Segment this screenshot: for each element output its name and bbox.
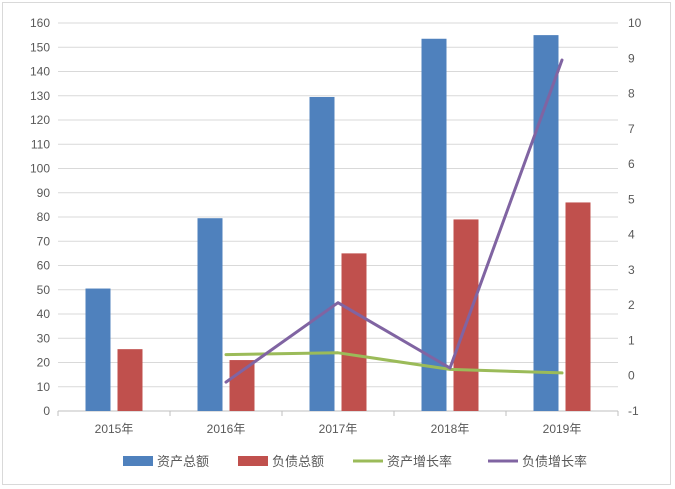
right-axis-tick-label: 0 xyxy=(628,369,635,383)
left-axis-tick-label: 70 xyxy=(37,234,51,248)
right-axis-tick-label: 7 xyxy=(628,122,635,136)
liability-total-bar xyxy=(565,202,591,411)
asset-total-bar xyxy=(533,35,559,411)
right-axis-tick-label: 10 xyxy=(628,16,642,30)
left-axis-tick-label: 50 xyxy=(37,283,51,297)
liability-growth-line xyxy=(224,58,564,384)
right-axis-tick-label: 9 xyxy=(628,51,635,65)
right-axis-tick-label: 8 xyxy=(628,87,635,101)
left-axis-tick-label: 160 xyxy=(30,16,50,30)
left-axis-tick-label: 120 xyxy=(30,113,50,127)
left-axis-tick-label: 20 xyxy=(37,356,51,370)
right-axis-tick-label: 3 xyxy=(628,263,635,277)
right-axis-tick-label: 6 xyxy=(628,157,635,171)
right-axis-tick-label: 5 xyxy=(628,192,635,206)
left-axis-tick-label: 110 xyxy=(31,137,50,151)
x-axis-tick-label: 2019年 xyxy=(543,422,582,436)
liability-total-bar xyxy=(341,253,367,411)
left-axis-tick-label: 10 xyxy=(37,380,51,394)
legend-swatch xyxy=(123,456,153,466)
right-axis-tick-label: -1 xyxy=(628,404,639,418)
left-axis-tick-label: 150 xyxy=(30,40,50,54)
left-axis-tick-label: 30 xyxy=(37,331,51,345)
liability-total-bar xyxy=(453,219,479,411)
asset-total-bar xyxy=(85,288,111,411)
x-axis-tick-label: 2017年 xyxy=(319,422,358,436)
asset-total-bar xyxy=(421,38,447,411)
x-axis-tick-label: 2018年 xyxy=(431,422,470,436)
left-axis-tick-label: 80 xyxy=(37,210,51,224)
right-axis-tick-label: 4 xyxy=(628,228,635,242)
left-axis-tick-label: 130 xyxy=(30,89,50,103)
left-axis-tick-label: 100 xyxy=(30,162,50,176)
left-axis-tick-label: 40 xyxy=(37,307,51,321)
left-axis-tick-label: 90 xyxy=(37,186,51,200)
liability-total-bar xyxy=(117,349,143,411)
right-axis-tick-label: 1 xyxy=(628,333,635,347)
left-axis-tick-label: 0 xyxy=(43,404,50,418)
combo-chart: 0102030405060708090100110120130140150160… xyxy=(30,16,642,470)
chart-frame: 0 10 20 30 40 50 60 70 80 90 100 110 120 130 140 150 160… xyxy=(2,2,671,485)
left-axis-tick-label: 60 xyxy=(37,259,51,273)
liability-total-bar xyxy=(229,360,255,411)
x-axis-tick-label: 2015年 xyxy=(95,422,134,436)
legend-label: 负债总额 xyxy=(272,455,324,470)
legend-label: 负债增长率 xyxy=(522,454,587,470)
x-axis-tick-label: 2016年 xyxy=(207,422,246,436)
asset-total-bar xyxy=(197,218,223,411)
right-axis-tick-label: 2 xyxy=(628,298,635,312)
asset-total-bar xyxy=(309,96,335,412)
legend-swatch xyxy=(238,456,268,466)
left-axis-tick-label: 140 xyxy=(30,65,50,79)
legend-label: 资产增长率 xyxy=(387,454,452,470)
asset-growth-line xyxy=(224,351,564,375)
legend-label: 资产总额 xyxy=(157,455,209,470)
